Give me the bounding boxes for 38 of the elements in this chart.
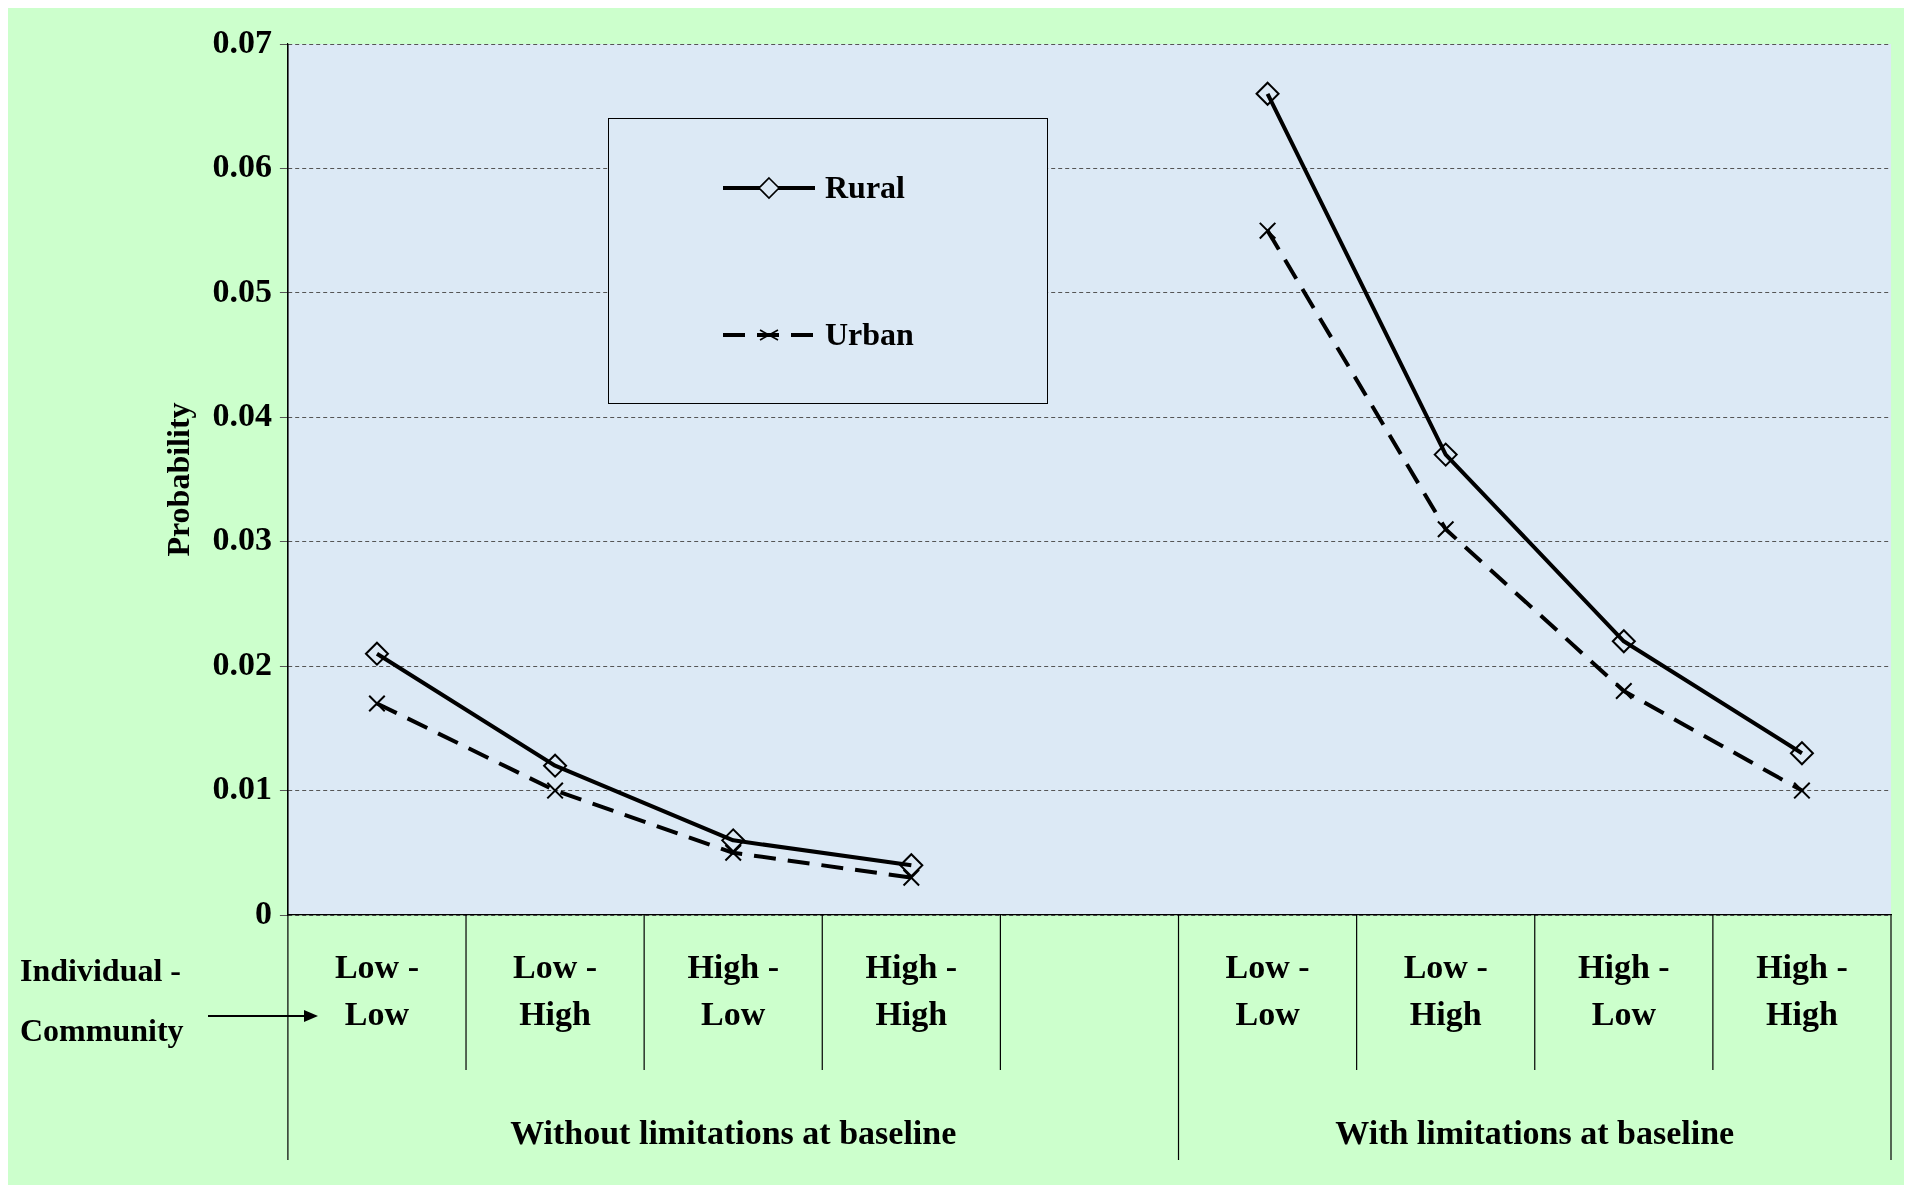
point	[1611, 629, 1636, 654]
point	[1258, 221, 1277, 240]
point	[721, 828, 746, 853]
point	[1255, 81, 1280, 106]
y-axis-title: Probability	[160, 402, 197, 557]
point	[543, 753, 568, 778]
point	[364, 641, 389, 666]
point	[546, 781, 564, 800]
point	[1433, 442, 1458, 467]
point	[902, 868, 921, 887]
x-tick-label: Low - High	[513, 947, 598, 1033]
x-axis-title: Individual - Community	[20, 952, 184, 1049]
point	[1615, 682, 1633, 700]
x-tick-label: High - Low	[1578, 947, 1670, 1033]
point	[1793, 781, 1811, 800]
x-tick-label: Low - Low	[1225, 947, 1310, 1033]
y-tick-label: 0.06	[212, 147, 272, 185]
y-tick-label: 0	[254, 893, 272, 931]
x-tick-label: High - Low	[687, 947, 780, 1033]
text: With limitations at baseline	[1335, 1113, 1735, 1151]
y-tick-label: 0.07	[212, 22, 272, 60]
point	[368, 694, 386, 713]
y-tick-label: 0.03	[212, 520, 272, 558]
legend-label: Rural	[825, 169, 905, 206]
y-tick-label: 0.05	[212, 271, 272, 309]
y-tick-label: 0.02	[212, 644, 272, 682]
y-tick-label: 0.04	[212, 396, 272, 434]
x-tick-label: Low - High	[1403, 947, 1488, 1033]
point	[899, 853, 924, 878]
x-tick-label: Low - Low	[334, 947, 419, 1033]
x-tick-label: High - High	[1756, 947, 1848, 1033]
point	[1436, 520, 1455, 539]
text: Without limitations at baseline	[510, 1113, 957, 1151]
point	[724, 844, 742, 862]
x-tick-label: High - High	[865, 947, 958, 1033]
point	[1789, 741, 1814, 766]
y-tick-label: 0.01	[212, 769, 272, 807]
legend-label: Urban	[825, 316, 914, 353]
